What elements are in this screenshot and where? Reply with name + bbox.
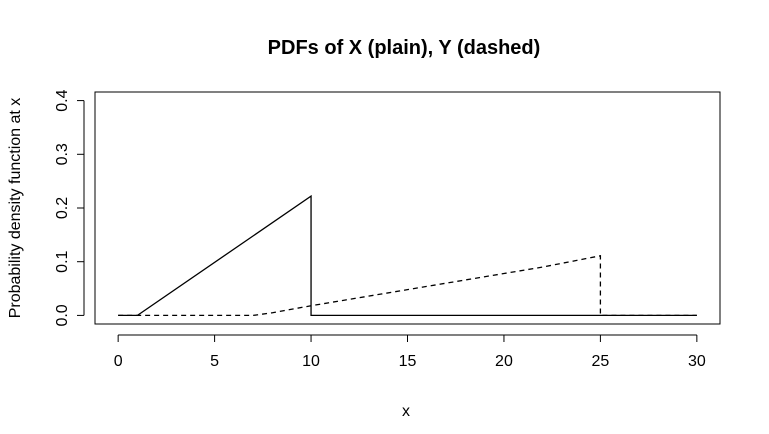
x-tick-label: 25: [592, 353, 610, 370]
y-tick-label: 0.0: [54, 304, 71, 326]
x-tick-label: 0: [114, 353, 123, 370]
x-tick-label: 15: [399, 353, 417, 370]
x-axis-label: x: [402, 403, 410, 420]
plot-frame: [94, 91, 721, 325]
y-tick-label: 0.3: [54, 143, 71, 165]
y-axis: 0.0 0.1 0.2 0.3 0.4: [54, 89, 85, 327]
series-1-solid-line: [118, 194, 697, 317]
y-tick-label: 0.2: [54, 197, 71, 219]
y-tick-label: 0.1: [54, 250, 71, 272]
x-tick-label: 20: [495, 353, 513, 370]
x-axis: 0 5 10 15 20 25 30: [114, 334, 706, 370]
y-tick-label: 0.4: [54, 89, 71, 111]
x-tick-label: 30: [688, 353, 706, 370]
x-tick-label: 5: [210, 353, 219, 370]
chart-title: PDFs of X (plain), Y (dashed): [268, 37, 541, 59]
series-2-dashed-line: [118, 255, 697, 317]
x-tick-label: 10: [302, 353, 320, 370]
series-layer: [118, 194, 697, 317]
y-axis-label: Probability density function at x: [7, 98, 24, 319]
